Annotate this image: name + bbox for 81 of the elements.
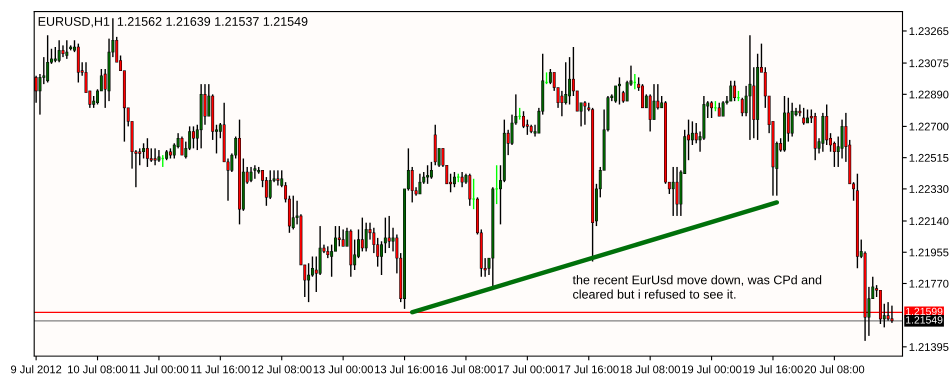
x-tick-label: 10 Jul 08:00 — [68, 365, 128, 374]
candlestick — [733, 80, 736, 102]
candlestick — [180, 136, 184, 156]
candlestick — [648, 94, 652, 132]
candlestick — [426, 164, 430, 185]
candlestick — [192, 126, 195, 150]
candlestick — [154, 148, 157, 166]
x-tick-label: 19 Jul 00:00 — [682, 365, 742, 374]
x-tick-label: 16 Jul 08:00 — [436, 365, 496, 374]
candlestick — [250, 166, 253, 183]
candlestick — [338, 225, 341, 248]
x-tick-label: 20 Jul 08:00 — [804, 365, 864, 374]
candlestick — [825, 104, 828, 146]
candlestick — [583, 100, 586, 126]
candlestick — [718, 102, 721, 117]
candlestick — [676, 166, 678, 217]
candlestick — [748, 34, 752, 141]
candlestick — [292, 194, 295, 230]
annotation: the recent EurUsd move down, was CPd and cleared but i refused to see it. — [572, 275, 822, 299]
candlestick — [54, 46, 57, 63]
y-tick-label: 1.23265 — [910, 27, 948, 36]
y-tick-label: 1.22330 — [910, 185, 948, 194]
candlestick — [729, 80, 732, 102]
y-tick-label: 1.22700 — [910, 122, 948, 131]
y-tick-label: 1.21770 — [910, 280, 948, 288]
y-tick-label: 1.22140 — [910, 217, 948, 226]
candlestick — [690, 120, 694, 146]
chart-title: EURUSD,H1 1.21562 1.21639 1.21537 1.21549 — [38, 17, 308, 28]
x-tick-label: 17 Jul 00:00 — [498, 365, 558, 374]
candlestick — [268, 170, 272, 200]
candlestick — [548, 68, 552, 85]
candlestick — [526, 118, 529, 136]
candlestick — [740, 97, 744, 117]
candlestick — [802, 107, 806, 126]
candlestick — [342, 228, 345, 248]
candlestick — [614, 85, 618, 104]
candlestick — [710, 100, 714, 119]
candlestick — [157, 149, 160, 163]
candlestick — [58, 40, 61, 63]
x-tick-label: 11 Jul 16:00 — [191, 365, 250, 374]
candlestick — [832, 140, 836, 168]
candlestick — [168, 148, 172, 160]
y-tick-label: 1.22890 — [910, 90, 948, 98]
candlestick — [326, 246, 330, 259]
x-tick-label: 18 Jul 08:00 — [620, 365, 680, 374]
candlestick — [276, 170, 280, 186]
x-tick-label: 12 Jul 08:00 — [252, 365, 312, 374]
candlestick — [560, 90, 564, 117]
y-tick-label: 1.21395 — [910, 343, 948, 351]
candlestick — [652, 83, 656, 120]
candlestick — [806, 108, 809, 124]
candlestick — [62, 44, 64, 58]
candlestick — [146, 138, 149, 168]
candlestick — [65, 40, 68, 60]
candlestick — [460, 171, 464, 188]
candlestick — [46, 34, 50, 84]
candlestick — [138, 148, 142, 166]
ref-line-label: 1.21599 — [906, 308, 942, 316]
y-tick-label: 1.23075 — [910, 59, 948, 68]
candlestick — [618, 76, 621, 106]
x-tick-label: 9 Jul 2012 — [11, 365, 62, 374]
candlestick — [418, 173, 422, 195]
y-tick-label: 1.21955 — [910, 248, 948, 256]
candlestick — [364, 222, 368, 252]
x-tick-label: 13 Jul 16:00 — [375, 365, 434, 374]
candlestick — [672, 166, 675, 217]
candlestick — [468, 173, 472, 206]
candlestick — [165, 149, 168, 161]
x-tick-label: 19 Jul 16:00 — [744, 365, 803, 374]
candlestick — [626, 80, 629, 102]
x-tick-label: 17 Jul 16:00 — [559, 365, 619, 374]
x-tick-label: 13 Jul 00:00 — [314, 365, 373, 374]
candlestick — [388, 215, 391, 249]
y-tick-label: 1.22515 — [910, 154, 948, 162]
candlestick — [722, 100, 725, 117]
x-tick-label: 11 Jul 00:00 — [130, 365, 188, 374]
candlestick — [384, 216, 387, 254]
candlestick — [744, 85, 748, 117]
ref-line-label: 1.21549 — [906, 316, 942, 324]
candlestick — [694, 122, 698, 144]
candlestick — [253, 164, 256, 180]
